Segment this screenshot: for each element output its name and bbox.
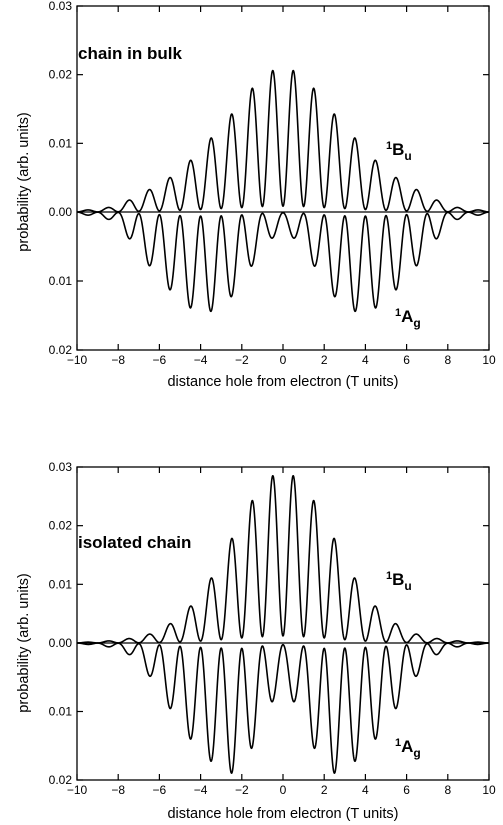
x-tick-label: −10 <box>67 783 88 797</box>
x-tick-label: 4 <box>362 353 369 367</box>
panel-chain-in-bulk: −10 −8 −6 −4 −2 0 2 4 6 8 10 0.030.020.010.000.010… <box>16 0 496 390</box>
x-tick-label: 8 <box>444 353 451 367</box>
x-tick-label: 6 <box>403 353 410 367</box>
series-line-1bu <box>76 475 490 644</box>
x-tick-label: −8 <box>111 783 125 797</box>
series-line-1ag <box>76 642 490 774</box>
series-group <box>76 475 490 774</box>
y-tick-label: 0.02 <box>49 68 73 82</box>
x-tick-label: −4 <box>194 353 208 367</box>
x-tick-label: −10 <box>67 353 88 367</box>
x-tick-label: −6 <box>153 783 167 797</box>
y-tick-label: 0.03 <box>49 460 73 474</box>
y-axis-label: probability (arb. units) <box>16 112 32 251</box>
x-tick-label: 2 <box>321 783 328 797</box>
y-tick-label: 0.02 <box>49 519 73 533</box>
x-ticks: −10 −8 −6 −4 −2 0 2 4 6 8 10 <box>67 6 496 367</box>
y-tick-label: 0.01 <box>49 705 73 719</box>
x-tick-label: −2 <box>235 353 249 367</box>
y-tick-label: 0.02 <box>49 343 73 357</box>
y-tick-label: 0.01 <box>49 136 73 150</box>
x-tick-label: −8 <box>111 353 125 367</box>
state-label-1bu: 1Bu <box>386 570 412 593</box>
y-ticks: 0.03 0.02 0.01 0.00 0.01 0.02 <box>49 0 489 357</box>
x-tick-label: 2 <box>321 353 328 367</box>
x-ticks: −10 −8 −6 −4 −2 0 2 4 6 8 10 <box>67 467 496 797</box>
y-ticks: 0.03 0.02 0.01 0.00 0.01 0.02 <box>49 460 489 787</box>
x-tick-label: 8 <box>444 783 451 797</box>
x-tick-label: 10 <box>482 783 496 797</box>
x-tick-label: −4 <box>194 783 208 797</box>
x-tick-label: 0 <box>280 353 287 367</box>
x-tick-label: 10 <box>482 353 496 367</box>
y-tick-label: 0.01 <box>49 274 73 288</box>
series-line-1bu <box>76 69 490 213</box>
x-axis-label: distance hole from electron (T units) <box>167 374 398 390</box>
state-label-1ag: 1Ag <box>395 307 421 330</box>
x-axis-label: distance hole from electron (T units) <box>167 806 398 822</box>
y-tick-label: 0.02 <box>49 773 73 787</box>
plot-frame <box>76 466 490 781</box>
x-tick-label: 6 <box>403 783 410 797</box>
x-tick-label: 4 <box>362 783 369 797</box>
y-axis-label: probability (arb. units) <box>16 573 32 712</box>
series-group <box>76 69 490 313</box>
panel-title: isolated chain <box>78 533 191 552</box>
y-tick-label: 0.01 <box>49 577 73 591</box>
y-tick-label: 0.03 <box>49 0 73 13</box>
y-tick-label: 0.00 <box>49 205 73 219</box>
panel-title: chain in bulk <box>78 44 182 63</box>
x-tick-label: −6 <box>153 353 167 367</box>
series-line-1ag <box>76 211 490 313</box>
x-tick-label: −2 <box>235 783 249 797</box>
state-label-1bu: 1Bu <box>386 140 412 163</box>
state-label-1ag: 1Ag <box>395 737 421 760</box>
y-tick-label: 0.00 <box>49 636 73 650</box>
x-tick-label: 0 <box>280 783 287 797</box>
plot-frame <box>76 5 490 351</box>
panel-isolated-chain: −10 −8 −6 −4 −2 0 2 4 6 8 10 0.030.020.010.000.010… <box>16 460 496 822</box>
